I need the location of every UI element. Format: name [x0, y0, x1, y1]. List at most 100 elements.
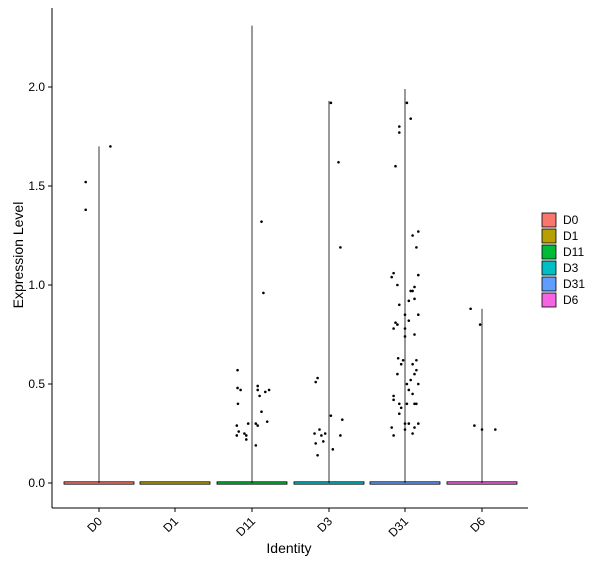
data-point-D3	[322, 440, 325, 443]
data-point-D11	[243, 432, 246, 435]
data-point-D6	[480, 428, 484, 431]
data-point-D31	[415, 368, 418, 372]
legend-swatch-D11	[541, 244, 557, 260]
data-point-D31	[394, 321, 397, 324]
data-point-D3	[341, 418, 344, 421]
data-point-D3	[331, 448, 335, 451]
data-point-D31	[403, 428, 407, 431]
data-point-D3	[313, 432, 316, 435]
data-point-D11	[235, 424, 239, 427]
data-point-D6	[473, 424, 476, 427]
data-point-D31	[392, 398, 395, 402]
data-point-D31	[413, 285, 416, 289]
violin-body-D1	[139, 481, 211, 485]
data-point-D31	[396, 323, 399, 326]
data-point-D3	[314, 380, 318, 384]
data-point-D31	[409, 378, 413, 382]
y-tick-label: 0.0	[28, 476, 45, 490]
y-tick-label: 0.5	[28, 377, 45, 391]
y-tick-label: 1.0	[28, 278, 45, 292]
data-point-D11	[265, 420, 269, 423]
data-point-D11	[245, 438, 248, 441]
data-point-D3	[337, 160, 340, 164]
data-point-D31	[405, 101, 409, 105]
data-point-D31	[398, 125, 401, 128]
data-point-D31	[401, 358, 405, 362]
x-axis-label: Identity	[266, 540, 311, 556]
data-point-D31	[413, 333, 416, 336]
data-point-D11	[235, 434, 239, 437]
legend-swatch-D0	[541, 212, 557, 228]
data-point-D6	[478, 323, 482, 326]
data-point-D3	[314, 442, 318, 445]
data-point-D31	[405, 402, 409, 406]
x-tick-label-D1: D1	[160, 514, 181, 535]
x-tick-label-D6: D6	[467, 514, 488, 535]
data-point-D31	[411, 432, 414, 435]
data-point-D31	[413, 402, 416, 406]
legend-swatch-D3	[541, 260, 557, 276]
data-point-D31	[407, 388, 411, 392]
data-point-D3	[316, 376, 319, 380]
data-point-D31	[396, 372, 399, 376]
data-point-D31	[417, 422, 420, 425]
data-point-D31	[403, 313, 407, 317]
data-point-D31	[390, 275, 394, 279]
legend-label-D1: D1	[563, 229, 579, 243]
data-point-D31	[415, 246, 418, 249]
data-point-D11	[236, 386, 239, 390]
data-point-D3	[318, 428, 321, 431]
data-point-D31	[417, 382, 420, 386]
y-axis-label: Expression Level	[10, 202, 26, 309]
data-point-D31	[390, 426, 394, 429]
data-point-D31	[415, 358, 418, 362]
legend-swatch-D6	[541, 292, 557, 308]
data-point-D31	[398, 303, 401, 307]
data-point-D31	[398, 412, 401, 416]
data-point-D31	[417, 230, 420, 233]
data-point-D11	[254, 444, 258, 447]
data-point-D6	[469, 307, 472, 311]
data-point-D31	[399, 406, 403, 410]
data-point-D11	[260, 410, 263, 414]
data-point-D0	[84, 208, 87, 212]
data-point-D11	[245, 434, 248, 437]
data-point-D31	[403, 327, 407, 330]
data-point-D31	[392, 271, 395, 275]
data-point-D3	[320, 434, 323, 437]
data-point-D11	[256, 388, 260, 392]
data-point-D11	[256, 424, 260, 427]
data-point-D11	[264, 390, 267, 394]
data-point-D11	[236, 402, 240, 406]
data-point-D31	[409, 289, 413, 293]
data-point-D31	[413, 372, 416, 376]
data-point-D11	[256, 384, 260, 388]
x-tick-label-D0: D0	[84, 514, 105, 535]
data-point-D31	[417, 313, 420, 317]
data-point-D11	[246, 422, 250, 425]
data-point-D31	[392, 434, 395, 437]
plot-area	[63, 25, 518, 485]
legend-label-D31: D31	[563, 277, 585, 291]
data-point-D31	[392, 394, 395, 398]
data-point-D31	[411, 234, 414, 237]
data-point-D31	[407, 422, 411, 425]
data-point-D31	[396, 283, 399, 287]
data-point-D31	[392, 327, 395, 330]
y-tick-label: 2.0	[28, 80, 45, 94]
data-point-D31	[398, 402, 401, 406]
legend-label-D0: D0	[563, 213, 579, 227]
legend-swatch-D1	[541, 228, 557, 244]
data-point-D31	[403, 335, 407, 338]
data-point-D11	[260, 220, 263, 223]
data-point-D31	[411, 362, 414, 366]
data-point-D6	[494, 428, 497, 431]
data-point-D0	[109, 145, 112, 148]
data-point-D31	[405, 382, 409, 386]
data-point-D11	[267, 388, 271, 392]
data-point-D0	[84, 180, 87, 184]
legend-label-D6: D6	[563, 293, 579, 307]
data-point-D31	[417, 273, 420, 277]
data-point-D3	[323, 432, 327, 435]
